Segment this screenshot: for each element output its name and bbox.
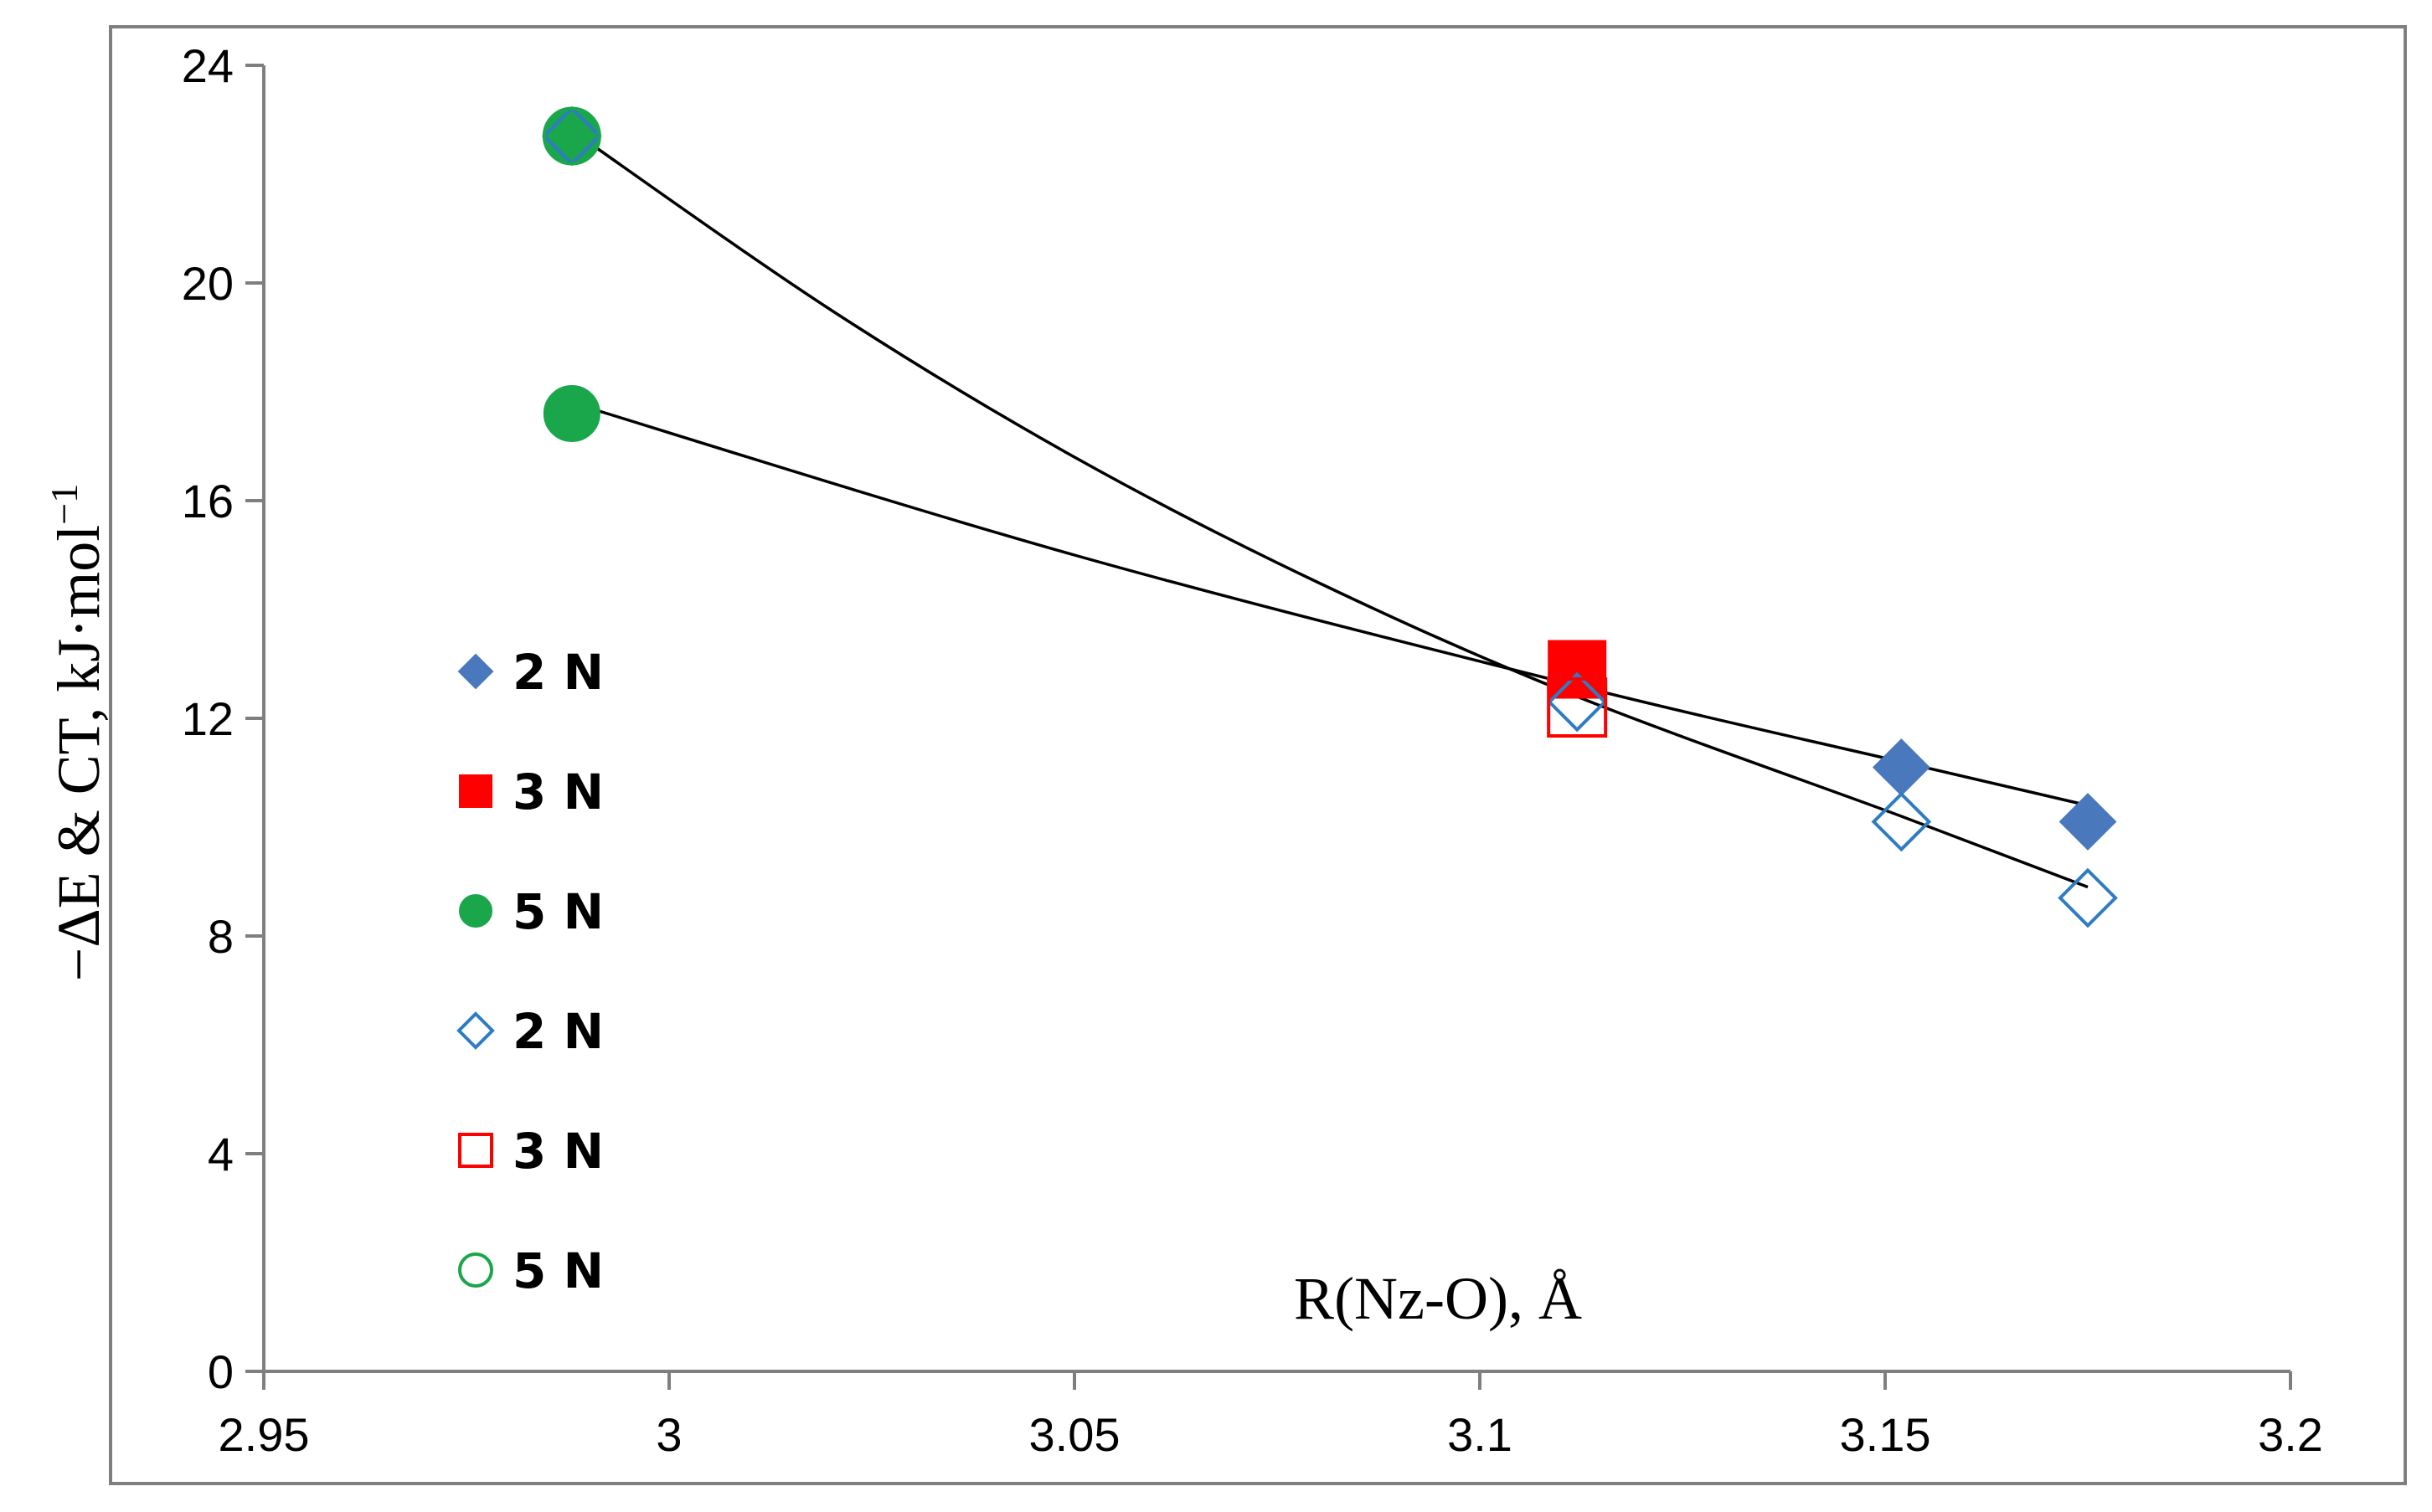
legend-marker-6 (458, 1252, 493, 1288)
legend-label-3: 5 N (513, 883, 604, 940)
y-tick-label: 8 (208, 910, 234, 963)
point-circle-open-6-1 (542, 106, 601, 166)
y-axis-title-main: −ΔE & CT, kJ·mol (45, 525, 112, 982)
legend-label-1: 2 N (513, 644, 604, 701)
legend-marker-2 (459, 774, 492, 808)
legend-label-5: 3 N (513, 1123, 604, 1180)
point-square-open-5-1 (1547, 677, 1608, 738)
point-diamond-open-4-3 (2058, 867, 2118, 928)
y-tick-label: 16 (182, 475, 234, 527)
x-tick-label: 3.2 (2258, 1408, 2323, 1461)
point-circle-filled-3-1 (543, 385, 600, 442)
legend-label-6: 5 N (513, 1242, 604, 1299)
y-tick-label: 20 (182, 257, 234, 310)
point-diamond-open-4-1 (1547, 671, 1607, 733)
x-tick-label: 3.05 (1029, 1408, 1121, 1461)
point-square-filled-2-1 (1548, 640, 1607, 699)
legend-label-2: 3 N (513, 764, 604, 820)
x-axis-title: R(Nz-O), Å (1294, 1265, 1582, 1332)
legend: 2 N 3 N 5 N 2 N 3 N 5 N (456, 644, 604, 1299)
chart-outer-border (109, 25, 2407, 1485)
x-tick-label: 3 (656, 1408, 682, 1461)
y-tick-label: 12 (182, 692, 234, 745)
y-axis-title: −ΔE & CT, kJ·mol−1 (43, 484, 112, 982)
legend-label-4: 2 N (513, 1003, 604, 1060)
legend-marker-5 (458, 1133, 493, 1168)
x-tick-label: 3.15 (1840, 1408, 1931, 1461)
y-tick-label: 4 (208, 1128, 234, 1180)
data-marks (542, 105, 2118, 928)
axes: 0 4 8 12 16 20 24 2.95 3 3.05 3.1 3.15 3.2 (182, 39, 2323, 1461)
x-tick-label: 2.95 (219, 1408, 310, 1461)
point-diamond-open-4-2 (1871, 791, 1932, 852)
legend-marker-1 (457, 653, 494, 690)
trendline-2 (570, 129, 2089, 889)
point-diamond-filled-1-2 (2058, 793, 2117, 851)
legend-marker-3 (459, 894, 492, 928)
legend-marker-4 (456, 1011, 495, 1050)
y-axis-title-exponent: −1 (43, 484, 85, 525)
y-tick-label: 24 (182, 39, 234, 92)
x-tick-label: 3.1 (1447, 1408, 1512, 1461)
y-tick-label: 0 (208, 1345, 234, 1398)
